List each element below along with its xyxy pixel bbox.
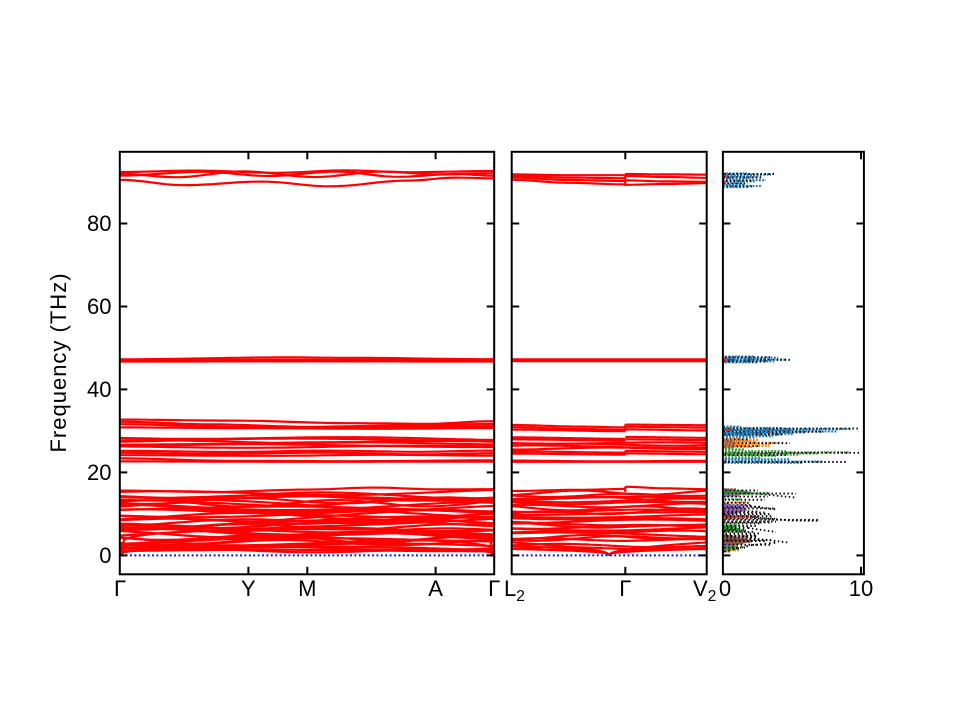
svg-text:60: 60 bbox=[87, 294, 111, 319]
svg-text:10: 10 bbox=[849, 576, 873, 601]
svg-text:0: 0 bbox=[719, 576, 731, 601]
svg-text:Γ: Γ bbox=[619, 576, 631, 601]
svg-text:40: 40 bbox=[87, 377, 111, 402]
svg-text:A: A bbox=[428, 576, 443, 601]
svg-text:20: 20 bbox=[87, 460, 111, 485]
svg-text:Γ: Γ bbox=[114, 576, 126, 601]
svg-text:80: 80 bbox=[87, 211, 111, 236]
svg-text:M: M bbox=[298, 576, 316, 601]
svg-text:Frequency (THz): Frequency (THz) bbox=[46, 272, 71, 452]
svg-text:0: 0 bbox=[99, 543, 111, 568]
svg-text:Γ: Γ bbox=[488, 576, 500, 601]
svg-text:Y: Y bbox=[241, 576, 256, 601]
